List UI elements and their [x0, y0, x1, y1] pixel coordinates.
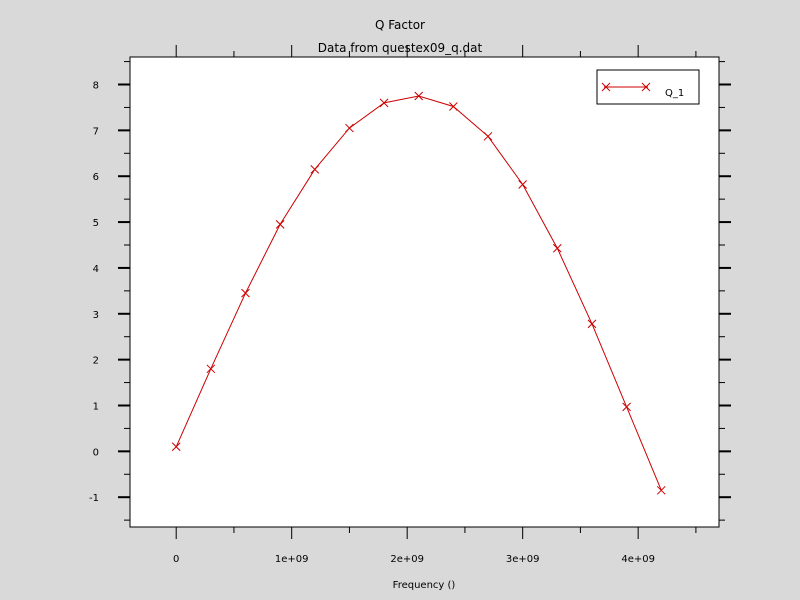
x-tick-label: 0 — [173, 554, 179, 565]
data-point-marker — [241, 288, 250, 298]
y-tick-label: 2 — [93, 356, 99, 367]
data-point-marker — [518, 180, 528, 189]
x-axis-label: Frequency () — [393, 580, 456, 591]
y-tick-label: 0 — [93, 447, 99, 458]
y-tick-label: 3 — [93, 310, 99, 321]
y-tick-label: -1 — [89, 493, 99, 504]
y-tick-label: 1 — [93, 401, 99, 412]
chart-subtitle: Data from questex09_q.dat — [318, 41, 483, 55]
data-point-marker — [206, 364, 216, 374]
plot-area — [129, 56, 720, 528]
chart-title: Q Factor — [375, 18, 425, 32]
legend-label: Q_1 — [665, 88, 684, 99]
legend: Q_1 — [596, 69, 700, 105]
data-point-marker — [345, 123, 354, 133]
x-tick-label: 3e+09 — [506, 554, 540, 565]
data-point-marker — [379, 98, 389, 108]
data-point-marker — [414, 91, 424, 101]
data-point-marker — [310, 164, 320, 174]
data-point-marker — [449, 102, 458, 111]
data-point-marker — [656, 485, 666, 495]
data-point-marker — [552, 243, 562, 253]
y-tick-label: 5 — [93, 218, 99, 229]
y-tick-label: 7 — [93, 126, 99, 137]
y-tick-label: 8 — [93, 81, 99, 92]
y-tick-label: 6 — [93, 172, 99, 183]
y-tick-label: 4 — [93, 264, 99, 275]
data-point-marker — [171, 442, 181, 452]
data-point-marker — [275, 220, 285, 229]
series-layer — [171, 91, 666, 495]
legend-marker — [601, 82, 611, 92]
x-tick-label: 4e+09 — [621, 554, 655, 565]
data-point-marker — [587, 319, 597, 329]
legend-marker — [641, 82, 651, 92]
data-point-marker — [483, 131, 493, 141]
x-tick-label: 1e+09 — [275, 554, 309, 565]
data-point-marker — [622, 402, 631, 412]
x-tick-label: 2e+09 — [390, 554, 424, 565]
y-axis: -1 0 1 2 3 4 5 6 7 8 — [89, 61, 731, 521]
x-axis: 0 1e+09 2e+09 3e+09 4e+09 — [173, 45, 697, 565]
